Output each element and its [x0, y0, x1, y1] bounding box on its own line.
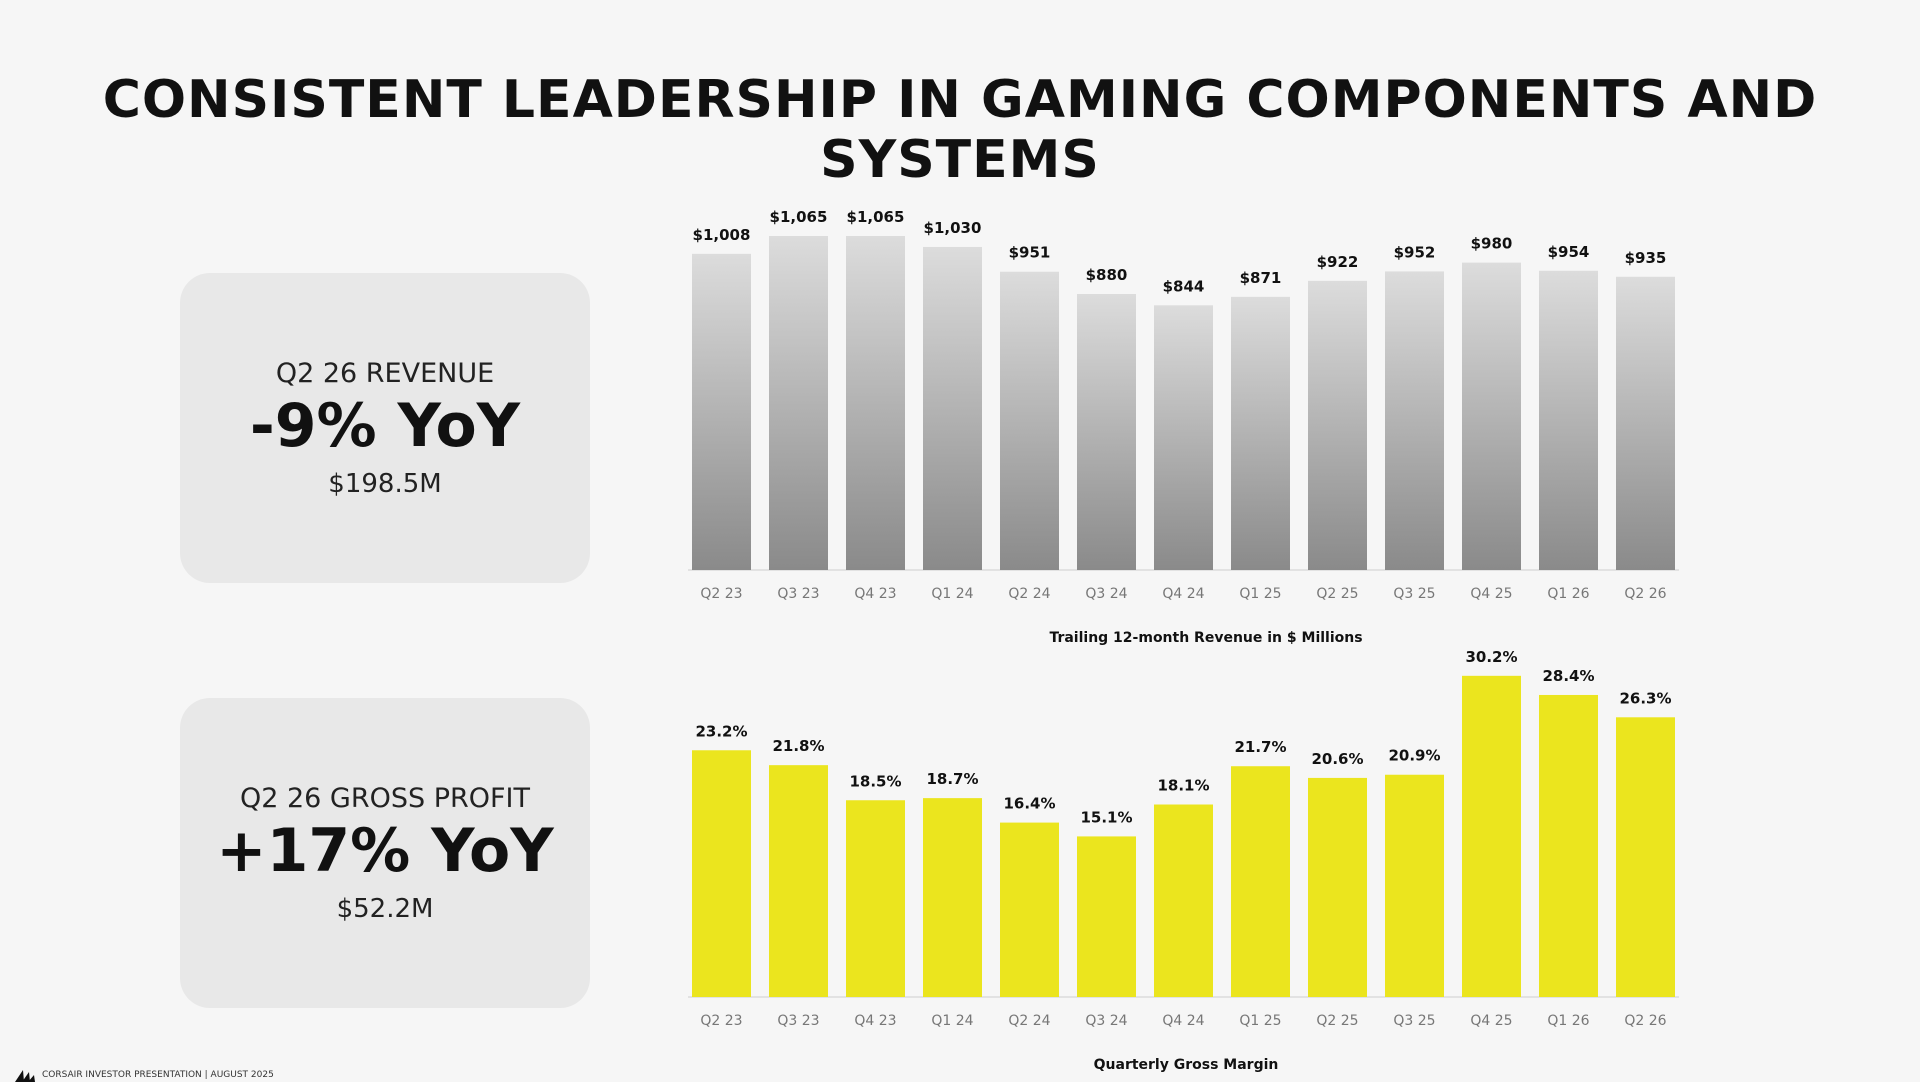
gross-margin-bar	[1539, 694, 1598, 997]
revenue-data-label: $1,065	[847, 208, 905, 226]
gross-margin-tick-label: Q2 23	[700, 1013, 742, 1029]
revenue-kpi-card: Q2 26 REVENUE -9% YoY $198.5M	[180, 273, 590, 583]
gross-margin-tick-label: Q1 26	[1547, 1013, 1589, 1029]
gross-profit-kpi-change: +17% YoY	[216, 816, 554, 886]
gross-profit-kpi-value: $52.2M	[336, 894, 434, 924]
revenue-tick-label: Q1 24	[931, 586, 973, 602]
revenue-data-label: $952	[1394, 243, 1436, 261]
footer: CORSAIR INVESTOR PRESENTATION | AUGUST 2…	[14, 1068, 274, 1082]
gross-margin-bar	[769, 765, 828, 997]
gross-margin-bar	[1154, 804, 1213, 997]
revenue-data-label: $935	[1625, 249, 1667, 267]
gross-margin-bar	[1616, 717, 1675, 997]
gross-margin-data-label: 28.4%	[1542, 667, 1594, 685]
gross-margin-tick-label: Q2 25	[1316, 1013, 1358, 1029]
revenue-tick-label: Q3 25	[1393, 586, 1435, 602]
revenue-bar	[1077, 294, 1136, 570]
revenue-data-label: $951	[1009, 244, 1051, 262]
gross-margin-data-label: 16.4%	[1003, 795, 1055, 813]
revenue-tick-label: Q4 25	[1470, 586, 1512, 602]
gross-margin-axis-title: Quarterly Gross Margin	[1094, 1057, 1279, 1073]
revenue-tick-label: Q2 25	[1316, 586, 1358, 602]
gross-margin-tick-label: Q4 24	[1162, 1013, 1204, 1029]
revenue-bar	[1539, 270, 1598, 570]
footer-text: CORSAIR INVESTOR PRESENTATION | AUGUST 2…	[42, 1070, 274, 1080]
revenue-data-label: $1,065	[770, 208, 828, 226]
gross-margin-bar	[1000, 822, 1059, 997]
gross-margin-data-label: 18.7%	[926, 770, 978, 788]
revenue-bar	[1231, 296, 1290, 570]
gross-margin-data-label: 18.1%	[1157, 777, 1209, 795]
revenue-data-label: $871	[1240, 269, 1282, 287]
revenue-chart: $1,008 Q2 23 $1,065 Q3 23 $1,065 Q4 23 $1,030 Q…	[688, 208, 1679, 646]
gross-margin-tick-label: Q4 25	[1470, 1013, 1512, 1029]
revenue-bar	[923, 246, 982, 571]
revenue-bar	[1385, 271, 1444, 570]
gross-margin-tick-label: Q3 23	[777, 1013, 819, 1029]
revenue-data-label: $1,008	[693, 226, 751, 244]
gross-margin-data-label: 18.5%	[849, 772, 901, 790]
gross-profit-kpi-card: Q2 26 GROSS PROFIT +17% YoY $52.2M	[180, 698, 590, 1008]
gross-margin-data-label: 23.2%	[695, 722, 747, 740]
revenue-tick-label: Q4 23	[854, 586, 896, 602]
revenue-tick-label: Q3 23	[777, 586, 819, 602]
gross-margin-tick-label: Q3 25	[1393, 1013, 1435, 1029]
gross-margin-tick-label: Q4 23	[854, 1013, 896, 1029]
gross-profit-kpi-label: Q2 26 GROSS PROFIT	[239, 783, 531, 814]
gross-margin-tick-label: Q1 24	[931, 1013, 973, 1029]
gross-margin-tick-label: Q1 25	[1239, 1013, 1281, 1029]
gross-margin-data-label: 30.2%	[1465, 648, 1517, 666]
gross-margin-bar	[923, 798, 982, 997]
gross-margin-bar	[1308, 777, 1367, 997]
revenue-bar	[1462, 262, 1521, 570]
corsair-sails-icon	[15, 1070, 35, 1082]
revenue-bar	[1154, 305, 1213, 570]
revenue-tick-label: Q2 24	[1008, 586, 1050, 602]
gross-margin-data-label: 21.8%	[772, 737, 824, 755]
revenue-data-label: $880	[1086, 266, 1128, 284]
revenue-bar	[1000, 271, 1059, 570]
revenue-data-label: $980	[1471, 235, 1513, 253]
revenue-tick-label: Q1 26	[1547, 586, 1589, 602]
gross-margin-bar	[1231, 766, 1290, 997]
gross-margin-data-label: 21.7%	[1234, 738, 1286, 756]
revenue-data-label: $922	[1317, 253, 1359, 271]
revenue-kpi-value: $198.5M	[328, 469, 442, 499]
gross-margin-tick-label: Q2 26	[1624, 1013, 1666, 1029]
revenue-tick-label: Q2 23	[700, 586, 742, 602]
revenue-kpi-change: -9% YoY	[249, 391, 521, 461]
revenue-data-label: $1,030	[924, 219, 982, 237]
revenue-axis-title: Trailing 12-month Revenue in $ Millions	[1049, 630, 1362, 646]
revenue-bar	[769, 235, 828, 570]
revenue-data-label: $844	[1163, 277, 1205, 295]
revenue-data-label: $954	[1548, 243, 1590, 261]
revenue-tick-label: Q1 25	[1239, 586, 1281, 602]
gross-margin-data-label: 15.1%	[1080, 808, 1132, 826]
gross-margin-tick-label: Q3 24	[1085, 1013, 1127, 1029]
gross-margin-bar	[846, 800, 905, 997]
gross-margin-bar	[1385, 774, 1444, 997]
revenue-tick-label: Q4 24	[1162, 586, 1204, 602]
gross-margin-bar	[1077, 836, 1136, 997]
revenue-bar	[692, 253, 751, 570]
gross-margin-bar	[1462, 675, 1521, 997]
revenue-kpi-label: Q2 26 REVENUE	[275, 358, 495, 389]
gross-margin-tick-label: Q2 24	[1008, 1013, 1050, 1029]
revenue-bar	[1308, 280, 1367, 570]
gross-margin-data-label: 20.9%	[1388, 747, 1440, 765]
revenue-tick-label: Q2 26	[1624, 586, 1666, 602]
revenue-bar	[1616, 276, 1675, 570]
revenue-bar	[846, 235, 905, 570]
gross-margin-chart: 23.2% Q2 23 21.8% Q3 23 18.5% Q4 23 18.7% Q1 24…	[688, 648, 1679, 1073]
gross-margin-data-label: 20.6%	[1311, 750, 1363, 768]
revenue-tick-label: Q3 24	[1085, 586, 1127, 602]
gross-margin-data-label: 26.3%	[1619, 689, 1671, 707]
page-title: CONSISTENT LEADERSHIP IN GAMING COMPONEN…	[102, 70, 1818, 190]
gross-margin-bar	[692, 750, 751, 997]
